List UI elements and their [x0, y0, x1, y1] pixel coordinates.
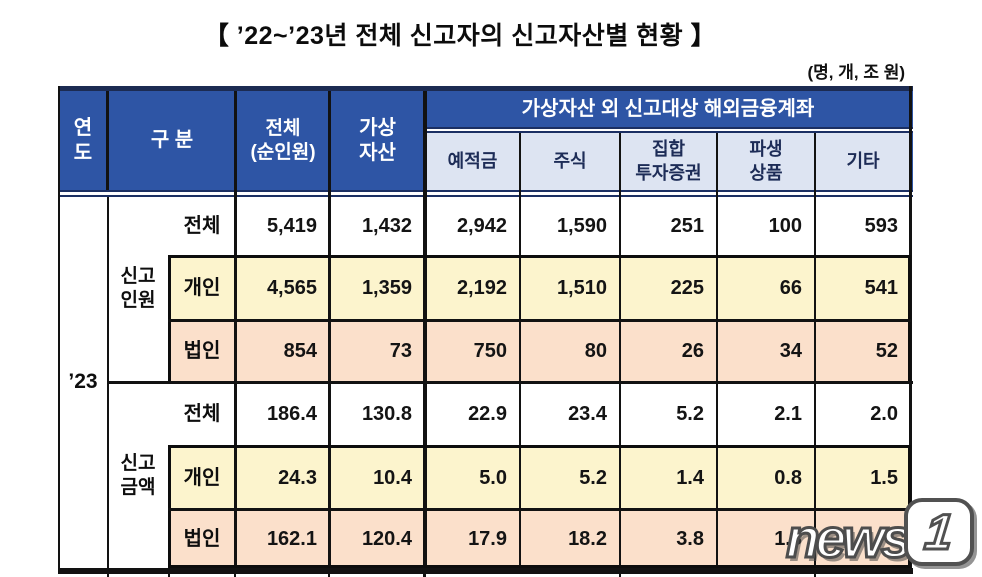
- vline-stub: [168, 574, 170, 577]
- value-cell: 22.9: [468, 403, 507, 425]
- subheader-deposits: 예적금: [447, 150, 498, 171]
- vline-sub1: [519, 133, 521, 568]
- value-cell: 2,942: [456, 214, 507, 237]
- value-cell: 73: [389, 340, 412, 362]
- vline-stub: [619, 574, 621, 577]
- value-cell: 1.3: [774, 528, 802, 550]
- value-cell: 1,510: [556, 277, 607, 299]
- hline-ind-corp-amount: [168, 508, 911, 511]
- vline-sub3: [716, 133, 718, 568]
- vline-category: [234, 91, 237, 568]
- value-cell: 23.4: [568, 403, 607, 425]
- group-header-divider: [425, 127, 913, 133]
- group-label-count: 신고 인원: [120, 266, 156, 311]
- vline-total: [328, 91, 331, 568]
- value-cell: 17.9: [468, 528, 507, 550]
- subheader-other: 기타: [846, 150, 880, 171]
- vline-virtual: [423, 91, 427, 568]
- value-cell: 541: [864, 277, 898, 299]
- row-bg-individual-amount: [168, 448, 911, 508]
- watermark-news-text: news: [785, 506, 914, 571]
- value-cell: 1.4: [676, 466, 704, 489]
- value-cell: 5.2: [676, 403, 704, 425]
- value-cell: 162.1: [266, 528, 317, 550]
- header-year: 연도: [58, 91, 108, 190]
- vline-stub: [107, 574, 109, 577]
- row-label: 개인: [183, 277, 221, 299]
- value-cell: 750: [473, 340, 507, 362]
- header-body-divider: [58, 190, 913, 197]
- unit-note: (명, 개, 조 원): [807, 63, 906, 82]
- data-table: 연도 구 분 전체 (순인원) 가상 자산 가상자산 외 신고대상 해외금융계좌…: [58, 86, 913, 577]
- value-cell: 225: [670, 277, 704, 299]
- hline-count-amount: [108, 381, 913, 384]
- value-cell: 18.2: [568, 528, 607, 550]
- table-left-border: [58, 86, 60, 573]
- subheader-collective-investment: 집합 투자증권: [635, 139, 702, 183]
- row-bg-individual-count: [168, 258, 911, 319]
- row-label: 전체: [183, 214, 221, 237]
- value-cell: 186.4: [266, 403, 317, 425]
- value-cell: 100: [768, 214, 802, 237]
- row-label: 개인: [183, 466, 221, 489]
- value-cell: 5,419: [266, 214, 317, 237]
- value-cell: 2.1: [774, 403, 802, 425]
- header-category: 구 분: [150, 129, 194, 151]
- value-cell: 4,565: [266, 277, 317, 299]
- header-total: 전체 (순인원): [250, 117, 316, 163]
- subheader-derivatives: 파생 상품: [749, 139, 783, 183]
- value-cell: 5.2: [579, 466, 607, 489]
- value-cell: 120.4: [361, 528, 412, 550]
- value-cell: 0.8: [774, 466, 802, 489]
- value-cell: 130.8: [361, 403, 412, 425]
- group-label-amount: 신고 금액: [120, 453, 156, 498]
- value-cell: 52: [875, 340, 898, 362]
- value-cell: 2.0: [870, 403, 898, 425]
- value-cell: 24.3: [278, 466, 317, 489]
- vline-stub: [814, 574, 816, 577]
- vline-stub: [234, 574, 236, 577]
- header-virtual-asset: 가상 자산: [359, 116, 396, 164]
- value-cell: 1.5: [870, 466, 898, 489]
- header-year-label: 연도: [73, 116, 93, 164]
- value-cell: 593: [864, 214, 898, 237]
- subheader-stocks: 주식: [553, 150, 587, 171]
- news1-watermark: news 1: [780, 494, 980, 577]
- row-label: 법인: [183, 528, 221, 550]
- row-label: 전체: [183, 403, 221, 425]
- page-title: 【 ’22~’23년 전체 신고자의 신고자산별 현황 】: [203, 22, 717, 50]
- value-cell: 854: [283, 340, 317, 362]
- vline-stub: [423, 574, 426, 577]
- value-cell: 1,590: [556, 214, 607, 237]
- value-cell: 66: [779, 277, 802, 299]
- table-bottom-border: [58, 568, 913, 574]
- row-label: 법인: [183, 340, 221, 362]
- vline-year: [106, 91, 109, 190]
- vline-sub2: [619, 133, 621, 568]
- value-cell: 251: [670, 214, 704, 237]
- vline-stub: [328, 574, 330, 577]
- subheader-background: [425, 133, 911, 190]
- value-cell: 26: [681, 340, 704, 362]
- value-cell: 1,359: [361, 277, 412, 299]
- value-cell: 5.0: [479, 466, 507, 489]
- watermark-badge: 1: [904, 498, 974, 566]
- value-cell: 80: [584, 340, 607, 362]
- value-cell: 3.8: [676, 528, 704, 550]
- header-group-title: 가상자산 외 신고대상 해외금융계좌: [521, 97, 815, 120]
- vline-sub4: [814, 133, 816, 568]
- value-cell: 10.4: [373, 466, 412, 489]
- table-top-border: [58, 86, 913, 91]
- watermark-badge-one: 1: [921, 503, 958, 562]
- row-bg-corporate-amount: [168, 511, 911, 568]
- row-bg-corporate-count: [168, 322, 911, 381]
- hline-ind-corp-count: [168, 319, 911, 322]
- value-cell: 1,432: [361, 214, 412, 237]
- year-label: ’23: [68, 370, 98, 394]
- value-cell: 2,192: [456, 277, 507, 299]
- value-cell: 34: [779, 340, 802, 362]
